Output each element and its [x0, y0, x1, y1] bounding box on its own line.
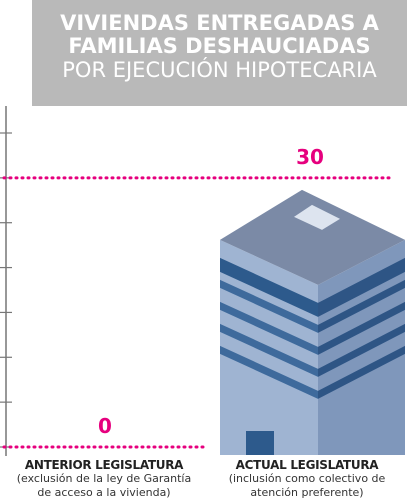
value-label: 0	[98, 414, 112, 438]
page: VIVIENDAS ENTREGADAS A FAMILIAS DESHAUCI…	[0, 0, 407, 502]
category-label: ACTUAL LEGISLATURA	[207, 458, 407, 472]
value-label: 30	[296, 145, 324, 169]
door	[246, 431, 274, 455]
category: ANTERIOR LEGISLATURA (exclusión de la le…	[4, 458, 204, 500]
category: ACTUAL LEGISLATURA (inclusión como colec…	[207, 458, 407, 500]
category-note: (exclusión de la ley de Garantía de acce…	[14, 472, 194, 500]
chart: 0 30	[0, 0, 407, 502]
category-note: (inclusión como colectivo de atención pr…	[217, 472, 397, 500]
building-bar	[220, 190, 405, 455]
category-label: ANTERIOR LEGISLATURA	[4, 458, 204, 472]
